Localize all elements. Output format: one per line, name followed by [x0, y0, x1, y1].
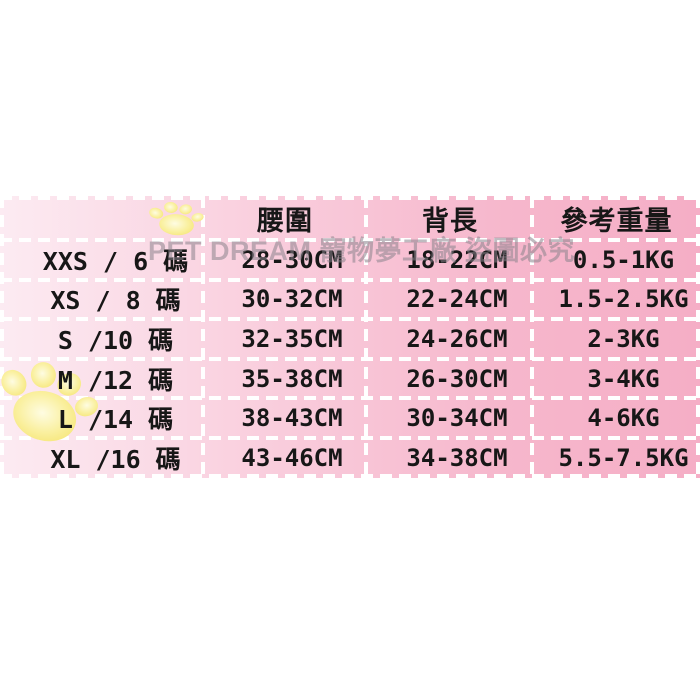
cell-waist: 30-32CM	[241, 285, 343, 314]
cell-size: XXS / 6 碼	[42, 246, 189, 276]
cell-size: XL /16 碼	[50, 445, 181, 475]
cell-size: M /12 碼	[57, 365, 174, 395]
cell-weight: 1.5-2.5KG	[558, 285, 689, 314]
cell-waist: 38-43CM	[241, 404, 343, 433]
header-weight: 參考重量	[560, 205, 673, 237]
table-border-left	[0, 196, 4, 478]
cell-weight: 0.5-1KG	[572, 245, 675, 274]
row-divider	[0, 396, 700, 400]
small-paw-icon	[149, 201, 204, 236]
size-chart-table: 腰圍 背長 參考重量 XXS / 6 碼 28-30CM 18-22CM 0.5…	[0, 196, 700, 478]
table-border-bottom	[0, 474, 700, 478]
cell-back-length: 24-26CM	[406, 325, 508, 354]
header-waist: 腰圍	[257, 205, 313, 237]
column-divider	[201, 196, 205, 478]
cell-weight: 4-6KG	[587, 404, 660, 433]
row-divider	[0, 317, 700, 321]
row-divider	[0, 238, 700, 242]
cell-size: S /10 碼	[57, 326, 174, 356]
cell-weight: 2-3KG	[587, 325, 660, 354]
watermark-text: PET DREAM 寵物夢工廠 盜圖必究	[148, 236, 576, 266]
table-border-top	[0, 196, 700, 200]
column-divider	[530, 196, 534, 478]
cell-weight: 5.5-7.5KG	[558, 444, 689, 473]
cell-weight: 3-4KG	[587, 364, 660, 393]
table-grid: 腰圍 背長 參考重量 XXS / 6 碼 28-30CM 18-22CM 0.5…	[0, 196, 700, 478]
table-border-right	[696, 196, 700, 478]
cell-back-length: 22-24CM	[406, 285, 508, 314]
header-back-length: 背長	[422, 205, 478, 237]
cell-waist: 32-35CM	[241, 325, 343, 354]
row-divider	[0, 436, 700, 440]
cell-back-length: 18-22CM	[406, 245, 508, 274]
column-divider	[364, 196, 368, 478]
row-divider	[0, 278, 700, 282]
cell-back-length: 26-30CM	[406, 364, 508, 393]
cell-size: XS / 8 碼	[50, 286, 181, 316]
cell-back-length: 30-34CM	[406, 404, 508, 433]
large-paw-icon	[1, 362, 99, 442]
cell-waist: 43-46CM	[241, 444, 343, 473]
cell-waist: 28-30CM	[241, 245, 343, 274]
cell-back-length: 34-38CM	[406, 444, 508, 473]
cell-size: L /14 碼	[57, 405, 174, 435]
cell-waist: 35-38CM	[241, 364, 343, 393]
row-divider	[0, 357, 700, 361]
